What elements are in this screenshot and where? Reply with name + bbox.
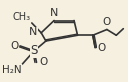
Text: O: O: [39, 57, 48, 67]
Text: H₂N: H₂N: [2, 65, 21, 75]
Text: O: O: [98, 43, 106, 53]
Text: S: S: [30, 44, 38, 57]
Text: N: N: [50, 8, 58, 18]
Text: CH₃: CH₃: [13, 12, 31, 22]
Text: N: N: [29, 27, 37, 37]
Text: O: O: [103, 17, 111, 27]
Text: O: O: [11, 41, 19, 51]
